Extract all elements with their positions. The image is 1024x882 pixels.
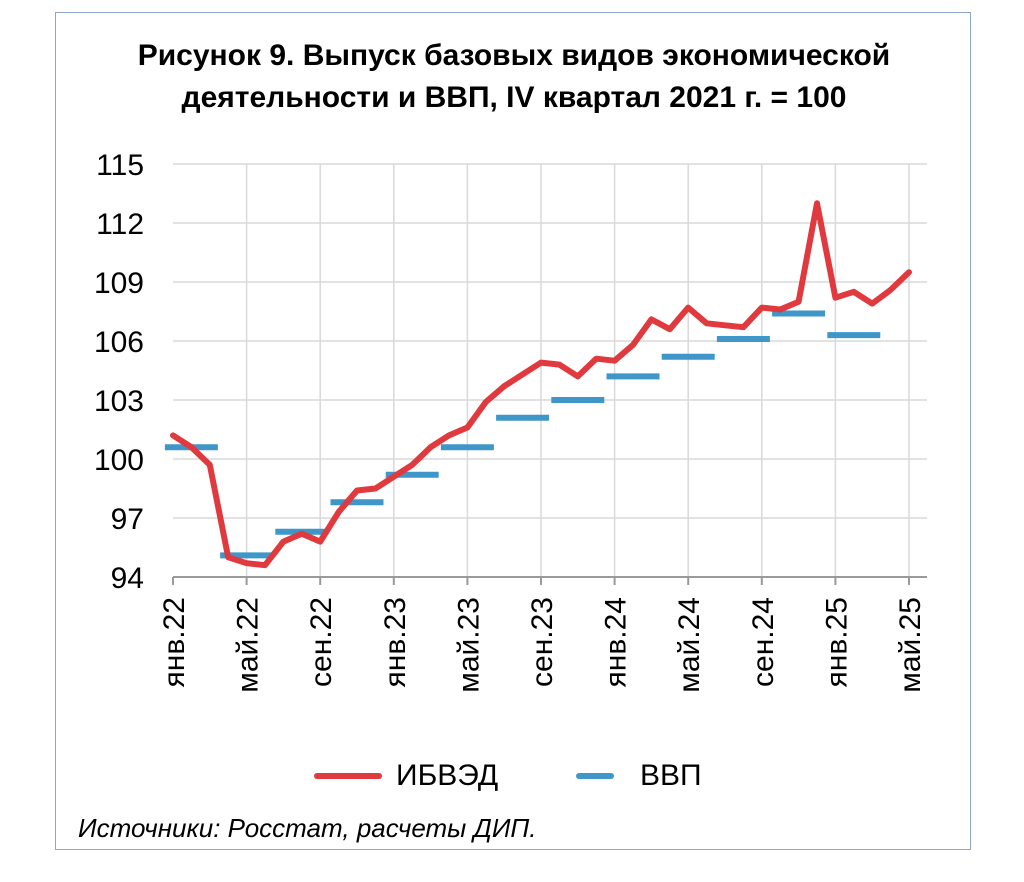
x-tick-label: май.23 xyxy=(452,597,485,693)
y-tick-label: 112 xyxy=(96,208,144,241)
legend-line-gdp xyxy=(576,773,614,779)
chart-title-line-2: деятельности и ВВП, IV квартал 2021 г. =… xyxy=(181,81,847,114)
figure-frame: Рисунок 9. Выпуск базовых видов экономич… xyxy=(55,12,971,850)
chart-title: Рисунок 9. Выпуск базовых видов экономич… xyxy=(56,35,972,119)
grid-lines xyxy=(173,163,927,577)
legend-line-ibved xyxy=(314,773,382,779)
y-tick-label: 97 xyxy=(111,503,144,536)
source-note: Источники: Росстат, расчеты ДИП. xyxy=(78,813,537,843)
x-tick-label: сен.23 xyxy=(526,597,559,687)
line-chart: 94 97 100 103 106 109 112 115 янв.22 май.22 сен.2… xyxy=(94,149,927,693)
ibved-line xyxy=(170,200,912,569)
x-tick-label: май.25 xyxy=(894,597,927,693)
x-tick-label: май.24 xyxy=(673,597,706,693)
y-tick-label: 94 xyxy=(111,562,144,595)
y-axis-ticks: 94 97 100 103 106 109 112 115 xyxy=(94,149,144,595)
y-tick-label: 109 xyxy=(94,267,144,300)
x-tick-label: янв.25 xyxy=(820,597,853,687)
x-tick-label: сен.24 xyxy=(747,597,780,687)
chart-legend: ИБВЭД ВВП xyxy=(56,751,972,801)
y-tick-label: 115 xyxy=(96,149,144,182)
legend-label-ibved: ИБВЭД xyxy=(396,759,499,792)
gdp-series xyxy=(164,310,881,559)
legend-item-gdp: ВВП xyxy=(576,751,702,801)
x-tick-label: сен.22 xyxy=(305,597,338,687)
legend-label-gdp: ВВП xyxy=(640,759,702,792)
x-tick-label: май.22 xyxy=(232,597,265,693)
legend-item-ibved: ИБВЭД xyxy=(314,751,498,801)
x-axis: янв.22 май.22 сен.22 янв.23 май.23 сен.23 янв.… xyxy=(158,576,927,693)
x-tick-label: янв.24 xyxy=(600,597,633,687)
y-tick-label: 103 xyxy=(94,385,144,418)
y-tick-label: 106 xyxy=(94,326,144,359)
x-tick-label: янв.22 xyxy=(158,597,191,687)
ibved-series xyxy=(170,200,912,569)
chart-title-line-1: Рисунок 9. Выпуск базовых видов экономич… xyxy=(137,39,891,72)
y-tick-label: 100 xyxy=(94,444,144,477)
x-tick-label: янв.23 xyxy=(379,597,412,687)
